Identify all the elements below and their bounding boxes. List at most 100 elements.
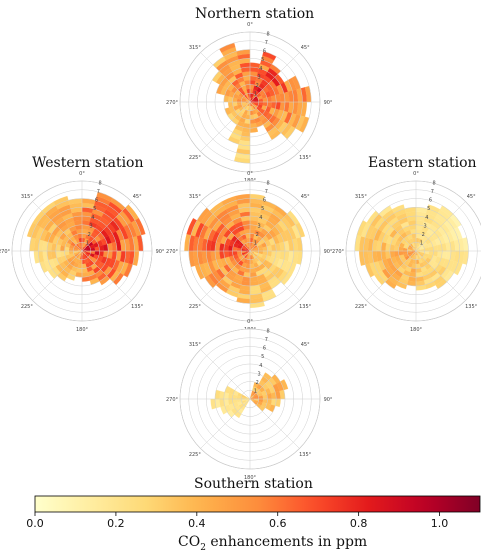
radial-tick-label: 8 bbox=[99, 181, 102, 187]
theta-tick-label: 315° bbox=[189, 194, 202, 200]
southern-station-title: Southern station bbox=[194, 476, 313, 492]
radial-tick-label: 4 bbox=[425, 215, 428, 221]
radial-tick-label: 2 bbox=[256, 232, 259, 238]
theta-tick-label: 270° bbox=[166, 249, 179, 255]
angular-gridline bbox=[249, 101, 300, 152]
theta-tick-label: 45° bbox=[301, 342, 310, 348]
theta-tick-label: 315° bbox=[189, 342, 202, 348]
angular-gridline bbox=[200, 52, 251, 103]
theta-tick-label: 45° bbox=[301, 194, 310, 200]
angular-gridline bbox=[32, 201, 83, 252]
radial-tick-label: 6 bbox=[263, 198, 266, 204]
angular-gridline bbox=[249, 52, 300, 103]
theta-tick-label: 45° bbox=[301, 45, 310, 51]
angular-gridline bbox=[81, 201, 132, 252]
radial-tick-label: 1 bbox=[420, 240, 423, 246]
radial-tick-label: 5 bbox=[427, 206, 430, 212]
colorbar: 0.0 0.2 0.4 0.6 0.8 1.0 bbox=[26, 495, 481, 530]
western-station-title: Western station bbox=[32, 155, 144, 171]
radial-tick-label: 7 bbox=[97, 189, 100, 195]
polar-panel-south: 0° 45° 90° 135° 180° 225° 270° 315° 1 2 3 4 5 6 7 8 bbox=[166, 319, 333, 481]
radial-tick-label: 7 bbox=[431, 189, 434, 195]
theta-tick-label: 90° bbox=[324, 249, 333, 255]
radial-tick-label: 6 bbox=[263, 346, 266, 352]
angular-gridline bbox=[415, 250, 466, 301]
radial-tick-label: 7 bbox=[265, 337, 268, 343]
radial-tick-label: 2 bbox=[422, 232, 425, 238]
radial-tick-label: 6 bbox=[95, 198, 98, 204]
radial-tick-label: 7 bbox=[265, 189, 268, 195]
radial-tick-label: 5 bbox=[261, 57, 264, 63]
angular-gridline bbox=[415, 201, 466, 252]
theta-tick-label: 135° bbox=[131, 304, 144, 310]
angular-gridline bbox=[200, 201, 251, 252]
theta-tick-label: 315° bbox=[21, 194, 34, 200]
colorbar-tick-label: 0.6 bbox=[269, 517, 287, 530]
theta-tick-label: 225° bbox=[189, 452, 202, 458]
colorbar-label: CO2 enhancements in ppm bbox=[178, 534, 368, 553]
angular-gridline bbox=[81, 250, 132, 301]
theta-tick-label: 180° bbox=[410, 327, 423, 333]
radial-tick-label: 4 bbox=[259, 363, 262, 369]
theta-tick-label: 270° bbox=[332, 249, 345, 255]
radial-tick-label: 2 bbox=[88, 232, 91, 238]
radial-tick-label: 2 bbox=[256, 83, 259, 89]
theta-tick-label: 270° bbox=[0, 249, 11, 255]
colorbar-gradient bbox=[34, 495, 481, 513]
radial-tick-label: 8 bbox=[433, 181, 436, 187]
radial-tick-label: 3 bbox=[257, 74, 260, 80]
eastern-station-title: Eastern station bbox=[368, 155, 477, 171]
theta-tick-label: 225° bbox=[189, 155, 202, 161]
theta-tick-label: 0° bbox=[247, 22, 253, 28]
theta-tick-label: 0° bbox=[247, 171, 253, 177]
radial-tick-label: 7 bbox=[265, 40, 268, 46]
angular-gridline bbox=[249, 398, 300, 449]
angular-gridline bbox=[200, 250, 251, 301]
radial-tick-label: 6 bbox=[263, 49, 266, 55]
radial-tick-label: 4 bbox=[259, 215, 262, 221]
radial-tick-label: 3 bbox=[257, 371, 260, 377]
theta-tick-label: 180° bbox=[244, 475, 257, 481]
radial-tick-label: 3 bbox=[423, 223, 426, 229]
radial-tick-label: 1 bbox=[254, 240, 257, 246]
theta-tick-label: 45° bbox=[467, 194, 476, 200]
northern-station-title: Northern station bbox=[195, 6, 315, 22]
theta-tick-label: 0° bbox=[247, 319, 253, 325]
angular-gridline bbox=[366, 201, 417, 252]
theta-tick-label: 90° bbox=[324, 397, 333, 403]
theta-tick-label: 270° bbox=[166, 100, 179, 106]
radial-tick-label: 5 bbox=[261, 354, 264, 360]
colorbar-tick-label: 0.0 bbox=[26, 517, 44, 530]
theta-tick-label: 135° bbox=[465, 304, 478, 310]
radial-tick-label: 5 bbox=[93, 206, 96, 212]
theta-tick-label: 180° bbox=[76, 327, 89, 333]
theta-tick-label: 135° bbox=[299, 155, 312, 161]
theta-tick-label: 270° bbox=[166, 397, 179, 403]
radial-tick-label: 8 bbox=[267, 329, 270, 335]
theta-tick-label: 90° bbox=[324, 100, 333, 106]
colorbar-tick-label: 0.4 bbox=[188, 517, 206, 530]
radial-tick-label: 1 bbox=[254, 91, 257, 97]
angular-gridline bbox=[200, 349, 251, 400]
radial-tick-label: 6 bbox=[429, 198, 432, 204]
polar-panel-west: 0° 45° 90° 135° 180° 225° 270° 315° 1 2 3 4 5 6 7 8 bbox=[0, 171, 165, 333]
radial-tick-label: 5 bbox=[261, 206, 264, 212]
radial-tick-label: 3 bbox=[257, 223, 260, 229]
angular-gridline bbox=[32, 250, 83, 301]
radial-tick-label: 1 bbox=[254, 388, 257, 394]
theta-tick-label: 315° bbox=[189, 45, 202, 51]
theta-tick-label: 225° bbox=[189, 304, 202, 310]
theta-tick-label: 315° bbox=[355, 194, 368, 200]
theta-tick-label: 225° bbox=[355, 304, 368, 310]
theta-tick-label: 0° bbox=[79, 171, 85, 177]
theta-tick-label: 135° bbox=[299, 452, 312, 458]
radial-tick-label: 4 bbox=[259, 66, 262, 72]
theta-tick-label: 90° bbox=[156, 249, 165, 255]
radial-tick-label: 8 bbox=[267, 32, 270, 38]
radial-tick-label: 2 bbox=[256, 380, 259, 386]
colorbar-tick-label: 1.0 bbox=[431, 517, 449, 530]
angular-gridline bbox=[249, 349, 300, 400]
